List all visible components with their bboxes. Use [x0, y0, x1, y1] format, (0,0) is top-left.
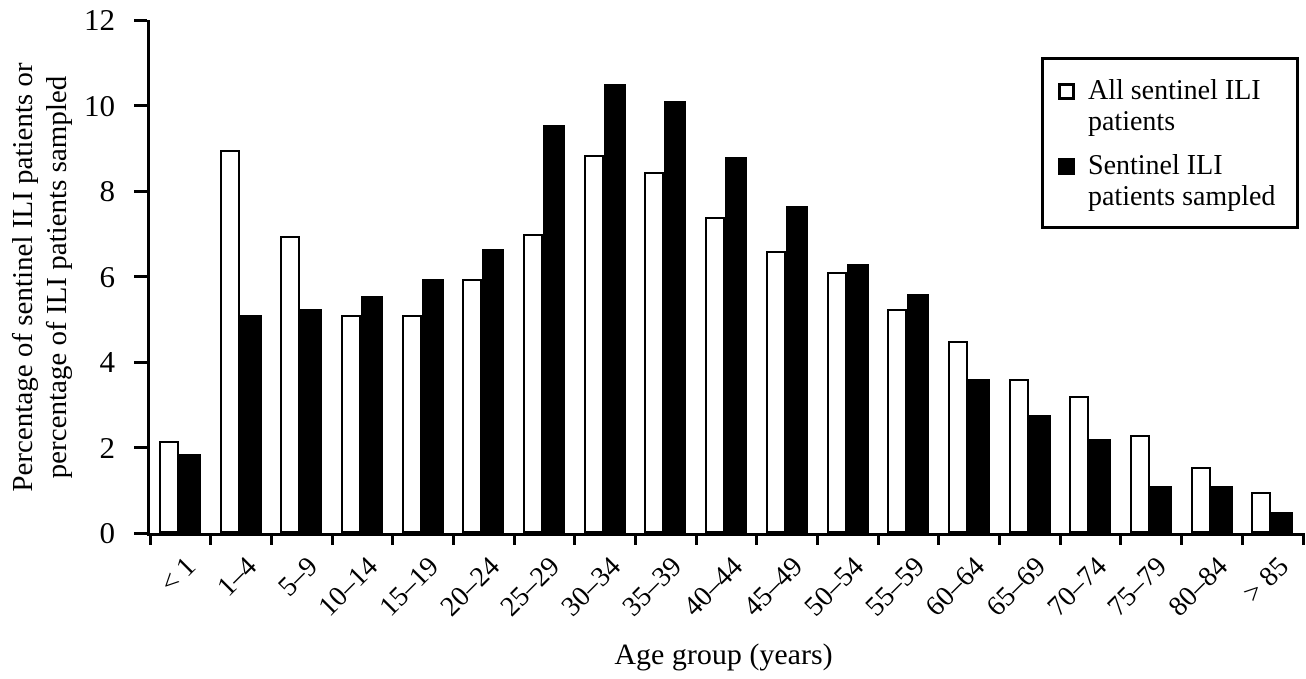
bar-all-sentinel-ili-patients — [1008, 379, 1029, 533]
x-axis-tick — [573, 533, 577, 545]
bar-sentinel-ili-patients-sampled — [179, 453, 201, 533]
x-axis-title: Age group (years) — [614, 638, 833, 671]
x-axis-tick — [998, 533, 1002, 545]
bar-sentinel-ili-patients-sampled — [664, 101, 687, 533]
bar-all-sentinel-ili-patients — [947, 340, 968, 533]
bar-all-sentinel-ili-patients — [887, 308, 908, 533]
bar-all-sentinel-ili-patients — [765, 250, 786, 533]
y-axis-tick — [134, 446, 147, 449]
x-axis-tick — [451, 533, 455, 545]
bar-all-sentinel-ili-patients — [1190, 466, 1211, 533]
bar-all-sentinel-ili-patients — [462, 278, 483, 533]
bar-all-sentinel-ili-patients — [1069, 396, 1090, 533]
x-axis-tick — [1240, 533, 1244, 545]
x-axis-tick — [755, 533, 759, 545]
y-tick-label: 2 — [99, 429, 116, 465]
bar-sentinel-ili-patients-sampled — [967, 379, 990, 533]
bar-all-sentinel-ili-patients — [1251, 492, 1272, 533]
x-axis-tick — [1119, 533, 1123, 545]
x-axis-tick — [269, 533, 273, 545]
plot-area: 0 2 4 6 8 10 12 < 1 1–4 5–9 10–14 15–19 20–24 25–29 30… — [84, 3, 1305, 622]
y-tick-label: 4 — [99, 344, 116, 379]
bar-all-sentinel-ili-patients — [826, 272, 847, 533]
bar-sentinel-ili-patients-sampled — [1149, 485, 1172, 533]
legend: All sentinel ILI patients Sentinel ILI p… — [1041, 57, 1299, 229]
y-tick-label: 0 — [99, 515, 116, 550]
bar-sentinel-ili-patients-sampled — [543, 124, 566, 533]
bar-sentinel-ili-patients-sampled — [907, 293, 930, 533]
bar-sentinel-ili-patients-sampled — [785, 205, 808, 533]
bar-sentinel-ili-patients-sampled — [300, 308, 323, 533]
x-axis-tick — [330, 533, 334, 545]
bar-sentinel-ili-patients-sampled — [421, 278, 444, 533]
bar-sentinel-ili-patients-sampled — [846, 263, 869, 533]
x-axis-tick — [148, 533, 152, 545]
y-axis-tick — [134, 360, 147, 364]
x-axis-tick — [512, 533, 516, 545]
y-axis-tick — [134, 18, 147, 22]
y-tick-label: 10 — [84, 87, 115, 123]
x-axis-tick — [876, 533, 880, 545]
legend-entry-sampled: Sentinel ILI patients sampled — [1058, 150, 1288, 212]
legend-label-all-sentinel: All sentinel ILI patients — [1088, 75, 1261, 137]
black-square-swatch-icon — [1058, 158, 1075, 175]
bar-all-sentinel-ili-patients — [523, 233, 544, 533]
legend-label-sampled: Sentinel ILI patients sampled — [1088, 150, 1276, 212]
bar-sentinel-ili-patients-sampled — [1089, 438, 1112, 533]
x-axis-tick — [1301, 533, 1305, 545]
y-axis-tick — [134, 189, 147, 193]
bar-sentinel-ili-patients-sampled — [1271, 511, 1294, 533]
legend-entry-all-sentinel: All sentinel ILI patients — [1058, 75, 1288, 137]
y-tick-label: 8 — [99, 173, 116, 208]
bar-sentinel-ili-patients-sampled — [725, 156, 748, 533]
y-axis-tick — [134, 104, 147, 107]
y-axis-tick — [134, 275, 147, 278]
x-axis-tick — [209, 533, 213, 545]
x-axis-tick — [1058, 533, 1062, 545]
bar-all-sentinel-ili-patients — [401, 314, 422, 533]
bar-all-sentinel-ili-patients — [1129, 434, 1150, 533]
bar-sentinel-ili-patients-sampled — [603, 84, 626, 533]
bar-all-sentinel-ili-patients — [219, 150, 240, 533]
x-axis-tick — [1180, 533, 1184, 545]
x-axis-tick — [937, 533, 941, 545]
y-tick-label: 6 — [99, 258, 116, 294]
x-axis-tick — [391, 533, 395, 545]
bar-all-sentinel-ili-patients — [159, 441, 179, 533]
bar-sentinel-ili-patients-sampled — [1210, 485, 1233, 533]
bar-all-sentinel-ili-patients — [341, 314, 362, 533]
y-axis-tick — [134, 531, 147, 535]
bar-sentinel-ili-patients-sampled — [1028, 415, 1051, 533]
x-axis-tick — [633, 533, 637, 545]
x-axis-tick — [816, 533, 820, 545]
bar-sentinel-ili-patients-sampled — [239, 314, 262, 533]
white-square-swatch-icon — [1058, 83, 1075, 100]
bar-all-sentinel-ili-patients — [705, 216, 726, 533]
bar-sentinel-ili-patients-sampled — [361, 295, 384, 533]
x-axis-tick — [694, 533, 698, 545]
bar-all-sentinel-ili-patients — [644, 171, 665, 533]
bar-all-sentinel-ili-patients — [280, 235, 301, 533]
bar-sentinel-ili-patients-sampled — [482, 248, 505, 533]
y-tick-label: 12 — [84, 2, 115, 37]
bar-all-sentinel-ili-patients — [583, 154, 604, 533]
